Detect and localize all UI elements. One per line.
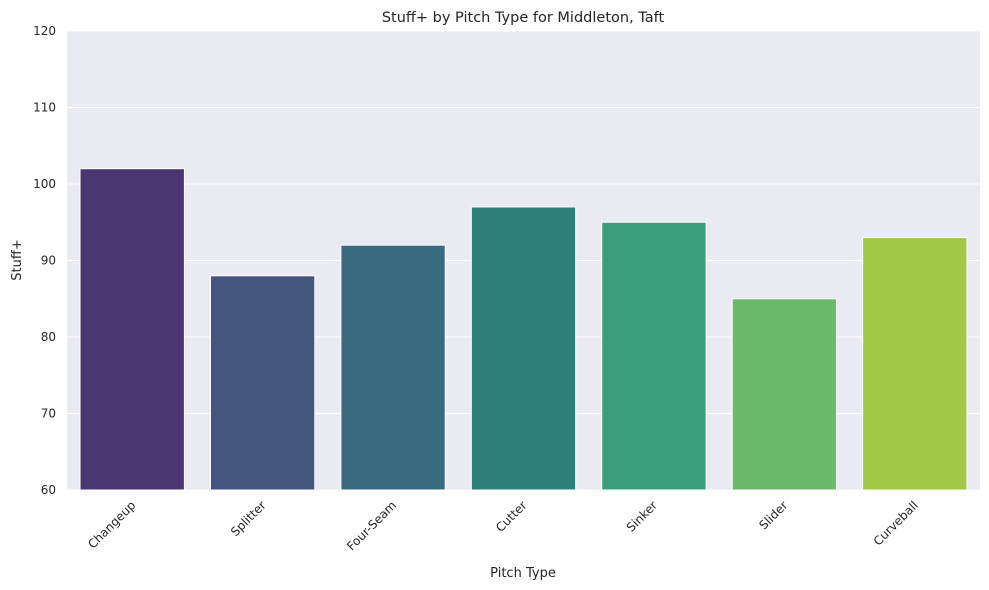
x-tick-label: Splitter [228,498,269,539]
bar-sinker [601,221,707,491]
y-tick-label: 110 [33,101,56,115]
x-tick-labels: Changeup Splitter Four-Seam Cutter Sinker Sli… [85,498,921,553]
chart-title: Stuff+ by Pitch Type for Middleton, Taft [382,10,665,26]
y-tick-label: 120 [33,24,56,38]
y-tick-label: 100 [33,177,56,191]
x-tick-label: Four-Seam [344,498,399,553]
x-tick-label: Changeup [85,498,138,551]
y-axis-title: Stuff+ [10,239,25,280]
bar-splitter [209,275,316,491]
bar-changeup [79,168,185,491]
x-tick-label: Sinker [624,498,660,534]
y-tick-labels: 60 70 80 90 100 110 120 [33,24,56,497]
y-tick-label: 60 [41,483,56,497]
bar-four-seam [340,244,446,491]
y-tick-label: 90 [41,254,56,268]
x-axis-title: Pitch Type [490,566,556,581]
y-tick-label: 70 [41,407,56,421]
bar-curveball [862,237,968,491]
bars [79,168,968,491]
x-tick-label: Curveball [871,498,921,548]
bar-cutter [470,206,577,491]
x-tick-label: Slider [756,498,790,532]
y-tick-label: 80 [41,330,56,344]
bar-slider [731,298,838,491]
x-tick-label: Cutter [493,498,530,535]
